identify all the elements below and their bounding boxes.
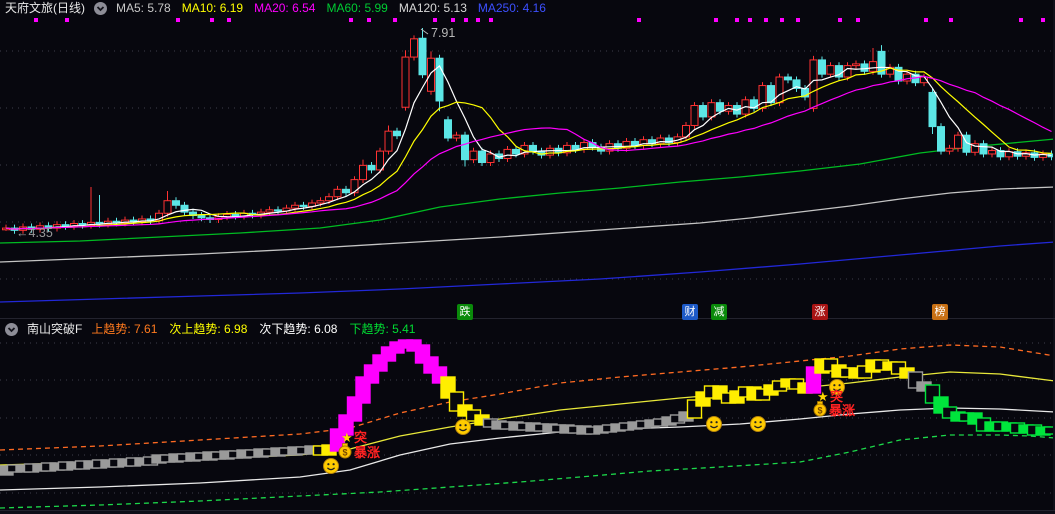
indicator-bars: [0, 339, 1055, 476]
smiley-face-icon: [750, 416, 766, 432]
chart-options-button[interactable]: [94, 1, 107, 15]
ma-line-ma10: [5, 67, 1052, 230]
lower-trend-line: [0, 434, 1055, 509]
ma-line-ma120: [0, 186, 1055, 263]
event-badge: 财: [682, 304, 698, 320]
mid-lower-trend-line: [0, 407, 1055, 491]
high-price-label: 7.91: [431, 26, 455, 40]
trend-value-item: 次上趋势: 6.98: [169, 322, 248, 336]
ma-line-ma5: [5, 65, 1052, 230]
event-badge: 跌: [457, 304, 473, 320]
ma-line-ma250: [0, 241, 1055, 303]
breakout-marker: ★ 突: [817, 389, 843, 404]
breakout-label: 突: [354, 430, 367, 445]
ma-line-ma60: [0, 138, 1055, 244]
star-icon: ★: [817, 389, 829, 404]
ma-values-row: MA5: 5.78 MA10: 6.19 MA20: 6.54 MA60: 5.99 M…: [116, 0, 546, 16]
svg-text:$: $: [817, 406, 822, 416]
breakout-marker: ★ 突: [341, 430, 367, 445]
event-badge: 涨: [812, 304, 828, 320]
smiley-face-icon: [706, 416, 722, 432]
panel-divider: [0, 318, 1055, 319]
candlestick-series: [2, 28, 1055, 234]
ma-value-item: MA60: 5.99: [326, 1, 388, 15]
indicator-title: 南山突破F: [27, 322, 83, 336]
mid-upper-trend-line: [0, 371, 1055, 466]
bottom-border-strip: [0, 510, 1055, 514]
stock-title: 天府文旅(日线): [5, 1, 85, 15]
surge-label: 暴涨: [353, 445, 380, 460]
low-price-label: ←4.35: [16, 226, 53, 240]
breakout-label: 突: [830, 389, 843, 404]
chevron-down-icon: [96, 5, 105, 11]
trend-values-row: 上趋势: 7.61 次上趋势: 6.98 次下趋势: 6.08 下趋势: 5.41: [91, 321, 415, 337]
trend-value-item: 下趋势: 5.41: [349, 322, 416, 336]
smiley-face-icon: [455, 419, 471, 435]
smiley-face-icon: [829, 379, 845, 395]
surge-marker: $ 暴涨: [338, 443, 380, 460]
right-edge-border: [1053, 0, 1055, 514]
event-badge: 减: [711, 304, 727, 320]
ma-value-item: MA10: 6.19: [181, 1, 244, 15]
trend-value-item: 上趋势: 7.61: [91, 322, 158, 336]
surge-label: 暴涨: [828, 403, 855, 418]
event-badge: 榜: [932, 304, 948, 320]
ma-value-item: MA20: 6.54: [254, 1, 316, 15]
smiley-face-icon: [323, 458, 339, 474]
ma-line-ma20: [5, 75, 1052, 230]
ma-value-item: MA5: 5.78: [116, 1, 171, 15]
ma-value-item: MA250: 4.16: [477, 1, 546, 15]
price-annotations: 7.91 ←4.35: [16, 26, 455, 240]
indicator-collapse-button[interactable]: [5, 322, 18, 336]
upper-trend-line: [0, 344, 1055, 451]
chevron-down-icon: [7, 326, 16, 332]
surge-marker: $ 暴涨: [813, 401, 855, 418]
main-chart-header: 天府文旅(日线) MA5: 5.78 MA10: 6.19 MA20: 6.54 MA…: [0, 0, 1055, 16]
indicator-header: 南山突破F 上趋势: 7.61 次上趋势: 6.98 次下趋势: 6.08 下趋势: …: [0, 321, 1055, 337]
ma-value-item: MA120: 5.13: [398, 1, 467, 15]
trend-value-item: 次下趋势: 6.08: [259, 322, 338, 336]
star-icon: ★: [341, 430, 353, 445]
signal-dots-row: [34, 18, 1045, 22]
svg-text:$: $: [342, 448, 347, 458]
